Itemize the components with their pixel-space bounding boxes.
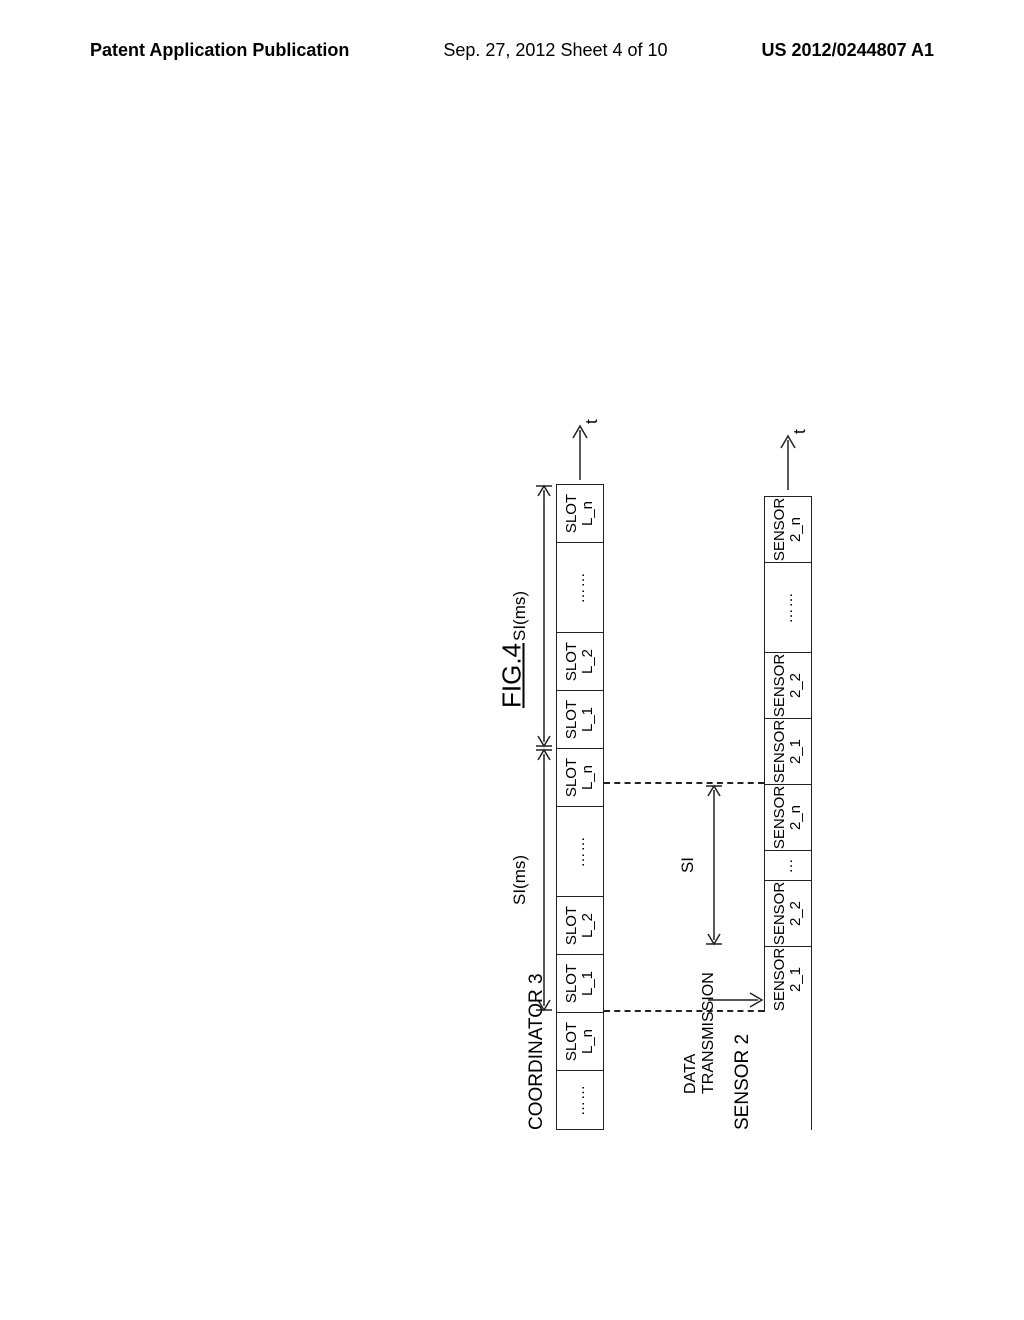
si-span-label: SI(ms) <box>510 855 530 905</box>
sensor-cell: SENSOR 2_1 <box>764 946 812 1012</box>
header-left: Patent Application Publication <box>90 40 349 61</box>
sensor-cell: … <box>764 850 812 880</box>
double-arrow-icon <box>702 784 746 946</box>
time-axis-sensor: t <box>776 430 805 490</box>
time-axis-coord: t <box>568 420 597 480</box>
sensor-cell: SENSOR 2_2 <box>764 880 812 946</box>
time-label: t <box>790 429 810 434</box>
slot-cell: SLOT L_n <box>556 1012 604 1070</box>
header-right: US 2012/0244807 A1 <box>762 40 934 61</box>
header-center: Sep. 27, 2012 Sheet 4 of 10 <box>443 40 667 61</box>
double-arrow-icon <box>532 484 556 748</box>
slot-cell: SLOT L_1 <box>556 954 604 1012</box>
sensor-label: SENSOR 2 <box>732 1034 754 1130</box>
arrow-down-icon <box>708 988 768 1012</box>
slot-cell: SLOT L_1 <box>556 690 604 748</box>
si-span-1: SI(ms) <box>512 748 556 1012</box>
slot-cell: SLOT L_n <box>556 484 604 542</box>
slot-cell: …… <box>556 806 604 896</box>
figure-area: FIG.4 SI(ms) SI(ms) <box>90 180 934 1180</box>
si-internal-label: SI <box>678 857 698 873</box>
sensor-cell: SENSOR 2_n <box>764 496 812 562</box>
sensor-cell: SENSOR 2_2 <box>764 652 812 718</box>
arrow-right-icon <box>776 430 800 490</box>
page-header: Patent Application Publication Sep. 27, … <box>0 40 1024 61</box>
coordinator-label: COORDINATOR 3 <box>526 973 548 1130</box>
sensor-cell: …… <box>764 562 812 652</box>
slot-cell: SLOT L_2 <box>556 632 604 690</box>
coordinator-timeline: ……SLOT L_nSLOT L_1SLOT L_2……SLOT L_nSLOT… <box>556 484 604 1130</box>
double-arrow-icon <box>532 748 556 1012</box>
sensor-cell: SENSOR 2_n <box>764 784 812 850</box>
si-span-2: SI(ms) <box>512 484 556 748</box>
slot-cell: …… <box>556 1070 604 1130</box>
slot-cell: SLOT L_n <box>556 748 604 806</box>
sensor-cell: SENSOR 2_1 <box>764 718 812 784</box>
slot-cell: …… <box>556 542 604 632</box>
sensor-timeline: SENSOR 2_1SENSOR 2_2…SENSOR 2_nSENSOR 2_… <box>764 496 812 1130</box>
time-label: t <box>582 419 602 424</box>
arrow-right-icon <box>568 420 592 480</box>
sensor-cell <box>764 1012 812 1130</box>
slot-cell: SLOT L_2 <box>556 896 604 954</box>
si-span-label: SI(ms) <box>510 591 530 641</box>
